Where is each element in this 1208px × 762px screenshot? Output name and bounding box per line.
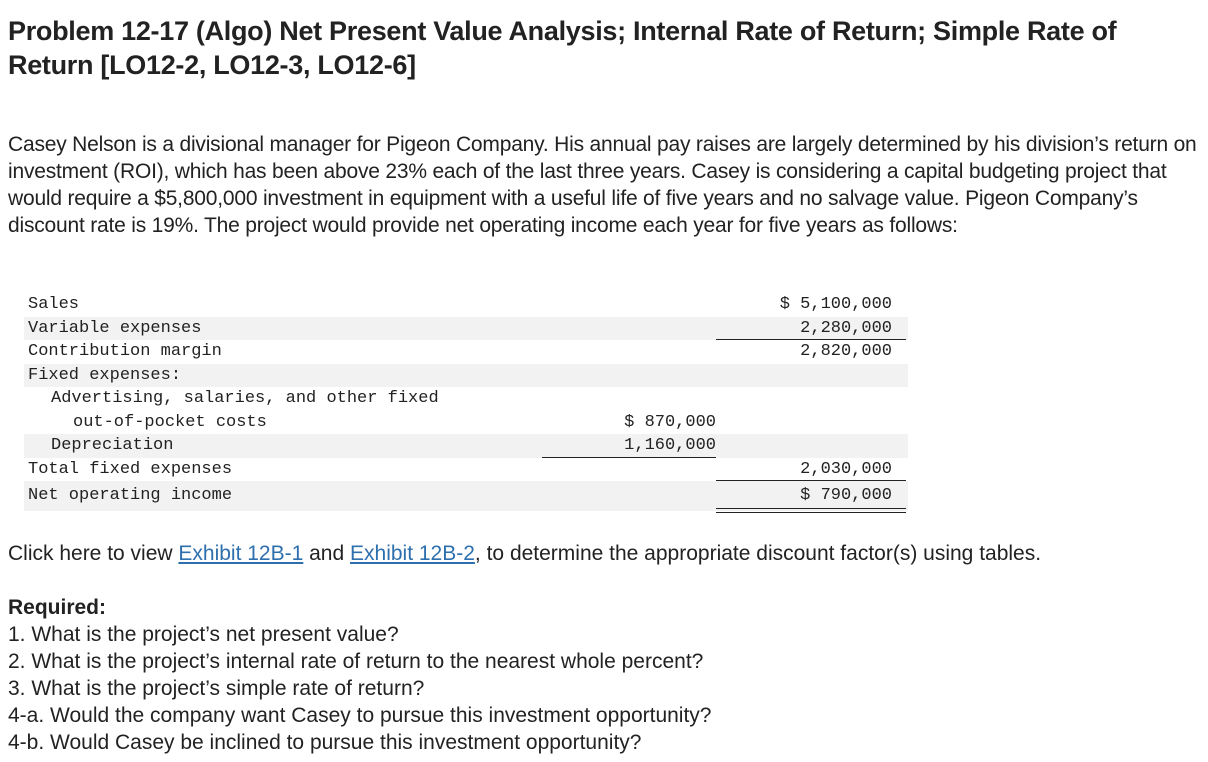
statement-row-advertising-line1: Advertising, salaries, and other fixed — [24, 387, 908, 411]
net-operating-income-amount: $ 790,000 — [800, 486, 892, 505]
required-item-4a: 4-a. Would the company want Casey to pur… — [8, 704, 712, 727]
statement-row-depreciation: Depreciation 1,160,000 — [24, 434, 908, 458]
statement-row-variable-expenses: Variable expenses 2,280,000 — [24, 316, 908, 340]
problem-title: Problem 12-17 (Algo) Net Present Value A… — [8, 16, 1117, 80]
statement-row-net-operating-income: Net operating income $ 790,000 — [24, 481, 908, 513]
exhibit-instruction: Click here to view Exhibit 12B-1 and Exh… — [8, 540, 1041, 568]
total-fixed-expenses-amount: 2,030,000 — [800, 459, 892, 479]
underline — [716, 339, 906, 340]
required-item-1: 1. What is the project’s net present val… — [8, 623, 399, 646]
problem-intro: Casey Nelson is a divisional manager for… — [8, 133, 1197, 237]
required-section: Required: 1. What is the project’s net p… — [8, 594, 712, 756]
required-item-2: 2. What is the project’s internal rate o… — [8, 650, 704, 673]
income-statement-table: Sales $ 5,100,000 Variable expenses 2,28… — [24, 293, 908, 513]
net-operating-income-label: Net operating income — [28, 486, 233, 505]
variable-expenses-amount: 2,280,000 — [800, 318, 892, 338]
statement-row-contribution-margin: Contribution margin 2,820,000 — [24, 340, 908, 364]
contribution-margin-amount: 2,820,000 — [800, 342, 892, 361]
depreciation-label: Depreciation — [51, 436, 174, 455]
statement-row-fixed-expenses: Fixed expenses: — [24, 363, 908, 387]
advertising-label-line2: out-of-pocket costs — [73, 412, 267, 432]
sales-amount: $ 5,100,000 — [779, 295, 892, 314]
total-fixed-expenses-label: Total fixed expenses — [28, 459, 233, 479]
exhibit-12b-2-link[interactable]: Exhibit 12B-2 — [350, 542, 475, 565]
statement-row-total-fixed-expenses: Total fixed expenses 2,030,000 — [24, 458, 908, 481]
advertising-amount: $ 870,000 — [624, 412, 716, 432]
exhibit-instruction-prefix: Click here to view — [8, 542, 179, 565]
double-underline — [716, 508, 906, 513]
advertising-label-line1: Advertising, salaries, and other fixed — [51, 389, 439, 408]
required-item-3: 3. What is the project’s simple rate of … — [8, 677, 425, 700]
variable-expenses-label: Variable expenses — [28, 318, 202, 338]
required-heading: Required: — [8, 596, 107, 619]
exhibit-instruction-suffix: , to determine the appropriate discount … — [474, 542, 1042, 565]
required-item-4b: 4-b. Would Casey be inclined to pursue t… — [8, 731, 642, 754]
underline — [542, 456, 716, 458]
sales-label: Sales — [28, 295, 80, 314]
underline — [716, 480, 906, 481]
fixed-expenses-label: Fixed expenses: — [28, 365, 182, 385]
contribution-margin-label: Contribution margin — [28, 342, 222, 361]
statement-row-advertising-line2: out-of-pocket costs $ 870,000 — [24, 411, 908, 435]
exhibit-12b-1-link[interactable]: Exhibit 12B-1 — [178, 542, 304, 565]
depreciation-amount: 1,160,000 — [624, 436, 716, 455]
exhibit-instruction-middle: and — [303, 542, 351, 565]
statement-row-sales: Sales $ 5,100,000 — [24, 293, 908, 317]
